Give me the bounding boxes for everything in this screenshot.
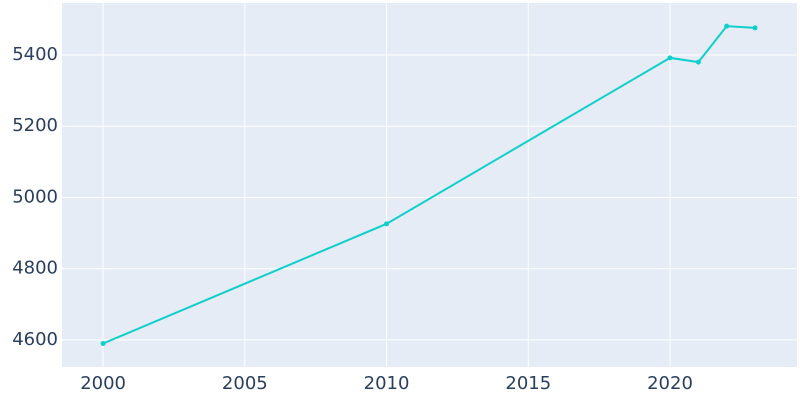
x-tick-label: 2000 bbox=[80, 373, 126, 394]
data-point bbox=[667, 55, 673, 61]
y-tick-label: 5400 bbox=[12, 44, 58, 65]
y-tick-label: 5200 bbox=[12, 115, 58, 136]
y-tick-label: 5000 bbox=[12, 186, 58, 207]
data-point bbox=[384, 221, 390, 227]
data-point bbox=[752, 25, 758, 31]
data-point bbox=[724, 23, 730, 29]
y-tick-label: 4600 bbox=[12, 329, 58, 350]
x-tick-label: 2010 bbox=[364, 373, 410, 394]
x-tick-label: 2005 bbox=[222, 373, 268, 394]
x-tick-label: 2020 bbox=[647, 373, 693, 394]
data-point bbox=[100, 340, 106, 346]
x-tick-label: 2015 bbox=[505, 373, 551, 394]
data-point bbox=[695, 59, 701, 65]
plot-background bbox=[62, 3, 797, 367]
y-tick-label: 4800 bbox=[12, 258, 58, 279]
data-line bbox=[102, 25, 756, 345]
